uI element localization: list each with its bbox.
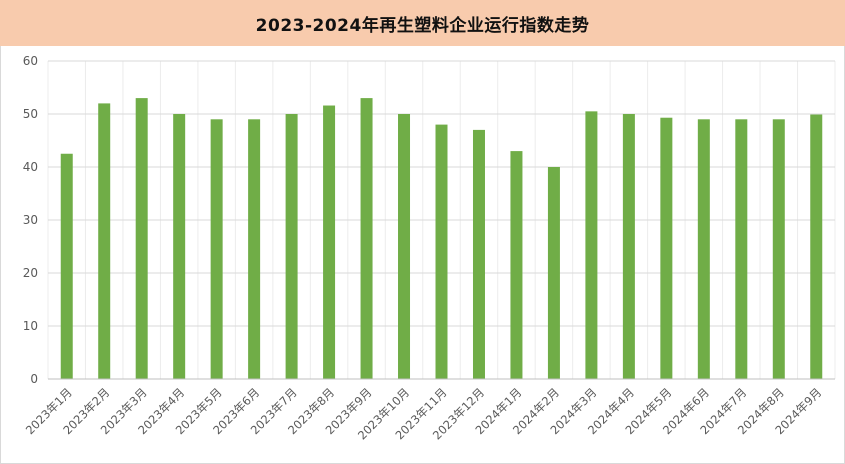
bar [547,167,560,379]
bar [285,114,298,379]
y-tick-label: 30 [23,213,38,227]
bar [622,114,635,379]
bar [735,119,748,380]
bar [697,119,710,380]
bar [248,119,261,380]
bar [210,119,223,380]
bar [173,114,186,379]
chart-title: 2023-2024年再生塑料企业运行指数走势 [255,15,590,36]
y-tick-label: 50 [23,107,38,121]
bar [323,105,336,380]
bar [472,129,485,379]
bar [772,119,785,380]
bar [810,114,823,379]
y-tick-label: 0 [30,372,38,386]
y-tick-label: 60 [23,54,38,68]
bar [398,114,411,379]
y-tick-label: 40 [23,160,38,174]
bar [360,98,373,379]
y-tick-label: 10 [23,319,38,333]
chart-title-bar: 2023-2024年再生塑料企业运行指数走势 [0,0,845,46]
bar [585,111,598,379]
bar [98,103,111,380]
bar [660,117,673,380]
bar [60,153,73,379]
bar [510,151,523,379]
bar [135,98,148,379]
y-tick-label: 20 [23,266,38,280]
bar [435,124,448,379]
